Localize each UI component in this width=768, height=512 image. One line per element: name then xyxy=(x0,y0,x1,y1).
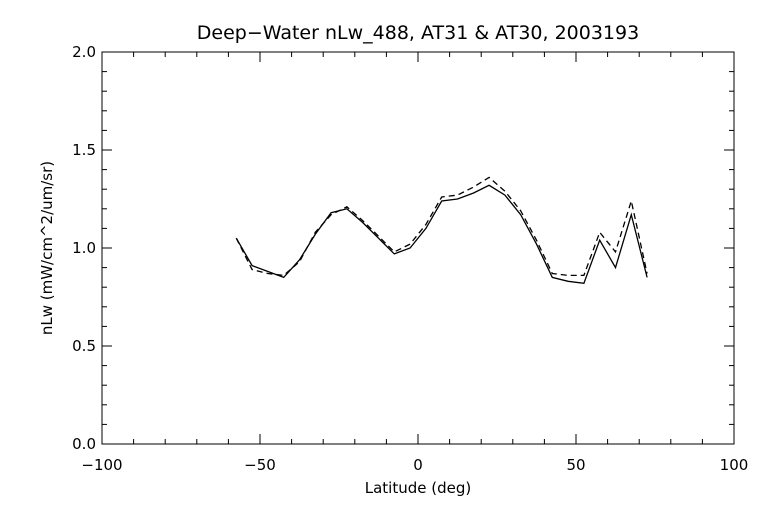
y-tick-label: 2.0 xyxy=(72,43,96,61)
x-tick-label: −50 xyxy=(244,456,276,474)
y-tick-label: 0.5 xyxy=(72,337,96,355)
y-axis-label: nLw (mW/cm^2/um/sr) xyxy=(38,161,56,335)
chart-title: Deep−Water nLw_488, AT31 & AT30, 2003193 xyxy=(197,22,639,44)
y-tick-label: 1.5 xyxy=(72,141,96,159)
x-axis-label: Latitude (deg) xyxy=(365,479,471,497)
x-tick-label: 50 xyxy=(566,456,585,474)
x-tick-label: 0 xyxy=(413,456,423,474)
series-line-solid xyxy=(235,184,648,285)
series-line-dashed xyxy=(235,176,648,277)
y-axis: 0.0 0.5 1.0 1.5 2.0 xyxy=(72,43,734,453)
y-tick-label: 0.0 xyxy=(72,435,96,453)
series-group xyxy=(235,176,648,285)
y-tick-label: 1.0 xyxy=(72,239,96,257)
x-tick-label: −100 xyxy=(81,456,122,474)
x-axis: −100 −50 0 50 100 xyxy=(81,52,748,474)
x-tick-label: 100 xyxy=(720,456,749,474)
